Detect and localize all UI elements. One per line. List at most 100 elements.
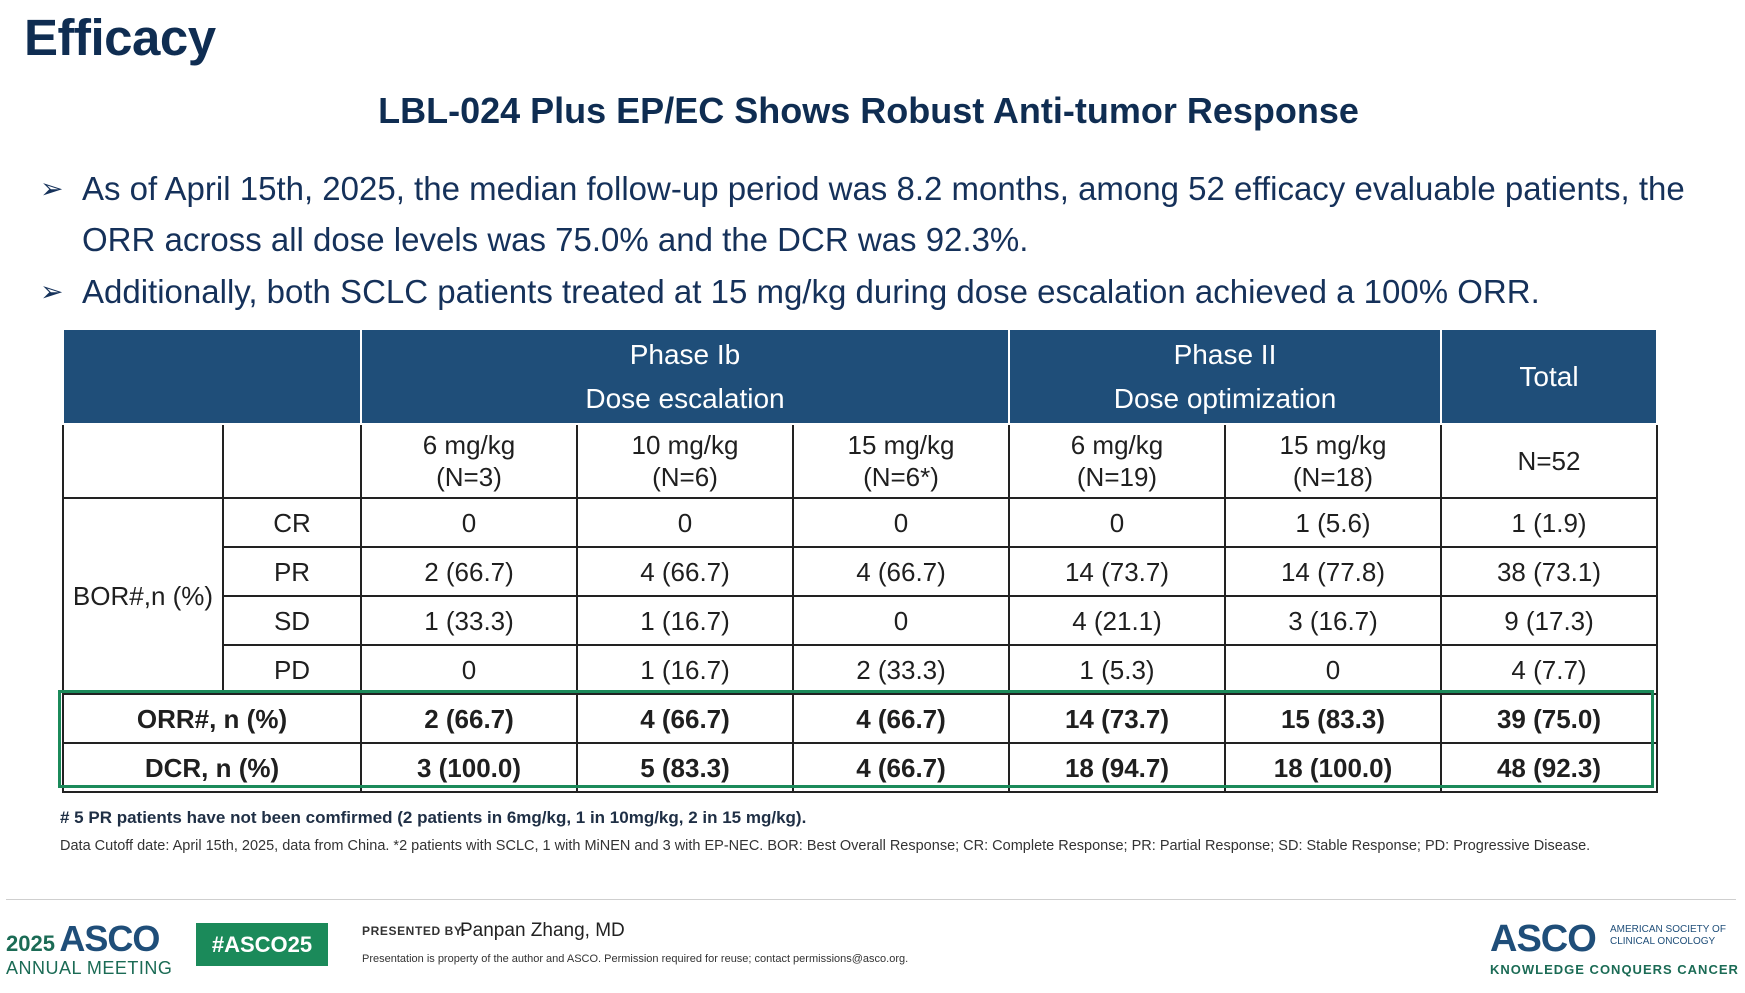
asco-annual-meeting-logo: 2025 ASCO ANNUAL MEETING	[6, 918, 159, 960]
dose-cell: 6 mg/kg (N=3)	[361, 424, 577, 498]
table-cell: 14 (73.7)	[1009, 547, 1225, 596]
table-cell: 0	[1225, 645, 1441, 694]
table-cell: 14 (73.7)	[1009, 694, 1225, 743]
meeting-year: 2025	[6, 931, 55, 956]
bor-label-cell: BOR#,n (%)	[63, 498, 223, 694]
table-cell: 0	[577, 498, 793, 547]
row-label: DCR, n (%)	[63, 743, 361, 792]
asco-logo: ASCO AMERICAN SOCIETY OF CLINICAL ONCOLO…	[1490, 918, 1596, 961]
n-label: (N=6)	[578, 461, 792, 493]
table-cell: 39 (75.0)	[1441, 694, 1657, 743]
table-row-dcr: DCR, n (%) 3 (100.0) 5 (83.3) 4 (66.7) 1…	[63, 743, 1657, 792]
bullet-item: ➢ As of April 15th, 2025, the median fol…	[40, 163, 1740, 267]
dose-label: 10 mg/kg	[578, 429, 792, 461]
table-cell: 4 (66.7)	[577, 547, 793, 596]
table-cell: 4 (66.7)	[793, 694, 1009, 743]
dose-cell: 10 mg/kg (N=6)	[577, 424, 793, 498]
table-row-orr: ORR#, n (%) 2 (66.7) 4 (66.7) 4 (66.7) 1…	[63, 694, 1657, 743]
table-cell: 1 (16.7)	[577, 596, 793, 645]
table-cell: 18 (94.7)	[1009, 743, 1225, 792]
table-cell: 4 (66.7)	[577, 694, 793, 743]
table-cell: 0	[793, 498, 1009, 547]
table-cell: 2 (66.7)	[361, 547, 577, 596]
table-cell: 1 (1.9)	[1441, 498, 1657, 547]
asco-org-name: AMERICAN SOCIETY OF CLINICAL ONCOLOGY	[1610, 924, 1740, 948]
page-title: Efficacy	[24, 8, 216, 67]
efficacy-table: Phase Ib Dose escalation Phase II Dose o…	[62, 328, 1658, 793]
property-notice: Presentation is property of the author a…	[362, 953, 908, 965]
table-cell: 9 (17.3)	[1441, 596, 1657, 645]
table-cell: 0	[1009, 498, 1225, 547]
arrow-bullet-icon: ➢	[40, 163, 63, 214]
header-phase-ii: Phase II Dose optimization	[1009, 329, 1441, 424]
presented-by-label: PRESENTED BY:	[362, 924, 466, 938]
footer-divider	[6, 899, 1736, 900]
slide-subtitle: LBL-024 Plus EP/EC Shows Robust Anti-tum…	[0, 90, 1741, 132]
n-label: (N=6*)	[794, 461, 1008, 493]
table-cell: 1 (5.6)	[1225, 498, 1441, 547]
table-cell: 18 (100.0)	[1225, 743, 1441, 792]
table-cell: 1 (33.3)	[361, 596, 577, 645]
row-label: CR	[223, 498, 361, 547]
dose-row: 6 mg/kg (N=3) 10 mg/kg (N=6) 15 mg/kg (N=6*…	[63, 424, 1657, 498]
dose-cell: 6 mg/kg (N=19)	[1009, 424, 1225, 498]
blank-cell	[63, 424, 223, 498]
n-label: (N=19)	[1010, 461, 1224, 493]
n-label: (N=18)	[1226, 461, 1440, 493]
row-label: ORR#, n (%)	[63, 694, 361, 743]
row-label: PD	[223, 645, 361, 694]
table-cell: 38 (73.1)	[1441, 547, 1657, 596]
n-label: (N=3)	[362, 461, 576, 493]
dose-label: 15 mg/kg	[794, 429, 1008, 461]
table-cell: 4 (21.1)	[1009, 596, 1225, 645]
bullet-item: ➢ Additionally, both SCLC patients treat…	[40, 266, 1740, 318]
row-label: SD	[223, 596, 361, 645]
phase-ib-title: Phase Ib	[362, 333, 1008, 377]
header-blank-cell	[63, 329, 361, 424]
dose-label: 6 mg/kg	[1010, 429, 1224, 461]
asco-brand: ASCO	[1490, 918, 1596, 960]
table-cell: 14 (77.8)	[1225, 547, 1441, 596]
header-phase-ib: Phase Ib Dose escalation	[361, 329, 1009, 424]
header-total: Total	[1441, 329, 1657, 424]
table-cell: 4 (66.7)	[793, 743, 1009, 792]
table-row-cr: BOR#,n (%) CR 0 0 0 0 1 (5.6) 1 (1.9)	[63, 498, 1657, 547]
presenter-name: Panpan Zhang, MD	[460, 920, 625, 942]
table-cell: 0	[361, 645, 577, 694]
footnote: # 5 PR patients have not been comfirmed …	[60, 808, 806, 828]
table-row-pr: PR 2 (66.7) 4 (66.7) 4 (66.7) 14 (73.7) …	[63, 547, 1657, 596]
blank-cell	[223, 424, 361, 498]
table-cell: 0	[361, 498, 577, 547]
table-cell: 3 (100.0)	[361, 743, 577, 792]
meeting-subtitle: ANNUAL MEETING	[6, 958, 172, 979]
total-n-cell: N=52	[1441, 424, 1657, 498]
phase-ii-title: Phase II	[1010, 333, 1440, 377]
phase-ii-subtitle: Dose optimization	[1010, 377, 1440, 421]
table-cell: 3 (16.7)	[1225, 596, 1441, 645]
dose-label: 15 mg/kg	[1226, 429, 1440, 461]
bullet-text: Additionally, both SCLC patients treated…	[82, 266, 1745, 317]
dose-cell: 15 mg/kg (N=6*)	[793, 424, 1009, 498]
table-row-pd: PD 0 1 (16.7) 2 (33.3) 1 (5.3) 0 4 (7.7)	[63, 645, 1657, 694]
table-cell: 1 (5.3)	[1009, 645, 1225, 694]
row-label: PR	[223, 547, 361, 596]
bullet-text: As of April 15th, 2025, the median follo…	[82, 163, 1745, 265]
table-cell: 2 (66.7)	[361, 694, 577, 743]
table-cell: 1 (16.7)	[577, 645, 793, 694]
table-cell: 2 (33.3)	[793, 645, 1009, 694]
data-cutoff-note: Data Cutoff date: April 15th, 2025, data…	[60, 838, 1590, 854]
table-cell: 5 (83.3)	[577, 743, 793, 792]
table-cell: 4 (7.7)	[1441, 645, 1657, 694]
table-cell: 0	[793, 596, 1009, 645]
asco-tagline: KNOWLEDGE CONQUERS CANCER	[1490, 962, 1739, 977]
meeting-brand: ASCO	[59, 918, 159, 959]
table-cell: 48 (92.3)	[1441, 743, 1657, 792]
table-row-sd: SD 1 (33.3) 1 (16.7) 0 4 (21.1) 3 (16.7)…	[63, 596, 1657, 645]
table-cell: 15 (83.3)	[1225, 694, 1441, 743]
hashtag-badge: #ASCO25	[196, 923, 328, 966]
dose-cell: 15 mg/kg (N=18)	[1225, 424, 1441, 498]
table-cell: 4 (66.7)	[793, 547, 1009, 596]
phase-ib-subtitle: Dose escalation	[362, 377, 1008, 421]
dose-label: 6 mg/kg	[362, 429, 576, 461]
arrow-bullet-icon: ➢	[40, 266, 63, 317]
